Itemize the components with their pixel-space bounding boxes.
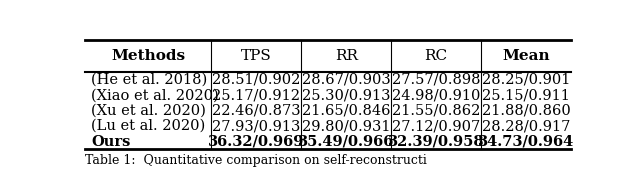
Text: Mean: Mean	[502, 49, 550, 63]
Text: 21.55/0.862: 21.55/0.862	[392, 104, 481, 118]
Text: 24.98/0.910: 24.98/0.910	[392, 88, 481, 102]
Text: 25.30/0.913: 25.30/0.913	[302, 88, 390, 102]
Text: 21.88/0.860: 21.88/0.860	[482, 104, 570, 118]
Text: RR: RR	[335, 49, 358, 63]
Text: 25.15/0.911: 25.15/0.911	[482, 88, 570, 102]
Text: 22.46/0.873: 22.46/0.873	[212, 104, 301, 118]
Text: (Xu et al. 2020): (Xu et al. 2020)	[91, 104, 206, 118]
Text: Table 1:  Quantitative comparison on self-reconstructi: Table 1: Quantitative comparison on self…	[85, 154, 427, 167]
Text: (Xiao et al. 2020): (Xiao et al. 2020)	[91, 88, 219, 102]
Text: (Lu et al. 2020): (Lu et al. 2020)	[91, 119, 205, 133]
Text: 21.65/0.846: 21.65/0.846	[302, 104, 390, 118]
Text: 36.32/0.969: 36.32/0.969	[208, 135, 305, 149]
Text: 28.28/0.917: 28.28/0.917	[482, 119, 570, 133]
Text: 27.93/0.913: 27.93/0.913	[212, 119, 301, 133]
Text: TPS: TPS	[241, 49, 271, 63]
Text: Methods: Methods	[111, 49, 185, 63]
Text: 28.25/0.901: 28.25/0.901	[482, 73, 570, 87]
Text: 34.73/0.964: 34.73/0.964	[478, 135, 574, 149]
Text: Ours: Ours	[91, 135, 131, 149]
Text: 27.12/0.907: 27.12/0.907	[392, 119, 480, 133]
Text: 27.57/0.898: 27.57/0.898	[392, 73, 481, 87]
Text: (He et al. 2018): (He et al. 2018)	[91, 73, 207, 87]
Text: 29.80/0.931: 29.80/0.931	[302, 119, 390, 133]
Text: 28.51/0.902: 28.51/0.902	[212, 73, 301, 87]
Text: RC: RC	[424, 49, 448, 63]
Text: 28.67/0.903: 28.67/0.903	[302, 73, 390, 87]
Text: 35.49/0.966: 35.49/0.966	[298, 135, 394, 149]
Text: 25.17/0.912: 25.17/0.912	[212, 88, 300, 102]
Text: 32.39/0.958: 32.39/0.958	[388, 135, 484, 149]
